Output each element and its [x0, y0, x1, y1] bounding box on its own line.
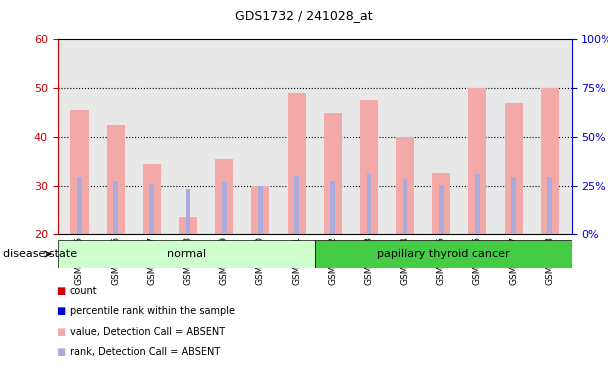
- Bar: [360, 100, 378, 234]
- Bar: [475, 174, 480, 234]
- Bar: [150, 184, 154, 234]
- Text: percentile rank within the sample: percentile rank within the sample: [70, 306, 235, 316]
- Bar: [185, 189, 190, 234]
- Text: ■: ■: [56, 286, 66, 296]
- Text: ■: ■: [56, 306, 66, 316]
- Bar: [106, 124, 125, 234]
- Text: disease state: disease state: [3, 249, 77, 259]
- Bar: [323, 112, 342, 234]
- Bar: [402, 179, 407, 234]
- Text: GDS1732 / 241028_at: GDS1732 / 241028_at: [235, 9, 373, 22]
- Bar: [251, 186, 269, 234]
- Bar: [439, 184, 444, 234]
- Text: normal: normal: [167, 249, 206, 259]
- Bar: [288, 93, 306, 234]
- Bar: [71, 110, 89, 234]
- Text: ■: ■: [56, 327, 66, 337]
- Bar: [113, 181, 118, 234]
- Bar: [547, 177, 552, 234]
- Text: count: count: [70, 286, 97, 296]
- Bar: [294, 176, 299, 234]
- Bar: [396, 137, 414, 234]
- Bar: [468, 88, 486, 234]
- Bar: [541, 88, 559, 234]
- Text: value, Detection Call = ABSENT: value, Detection Call = ABSENT: [70, 327, 225, 337]
- Bar: [505, 103, 523, 234]
- Text: ■: ■: [56, 348, 66, 357]
- Bar: [367, 174, 371, 234]
- Bar: [432, 173, 451, 234]
- Bar: [77, 177, 82, 234]
- Bar: [143, 164, 161, 234]
- Bar: [215, 159, 233, 234]
- Bar: [258, 186, 263, 234]
- Bar: [330, 181, 335, 234]
- Text: papillary thyroid cancer: papillary thyroid cancer: [377, 249, 510, 259]
- Bar: [315, 240, 572, 268]
- Bar: [58, 240, 315, 268]
- Bar: [179, 217, 197, 234]
- Text: rank, Detection Call = ABSENT: rank, Detection Call = ABSENT: [70, 348, 220, 357]
- Bar: [222, 182, 227, 234]
- Bar: [511, 177, 516, 234]
